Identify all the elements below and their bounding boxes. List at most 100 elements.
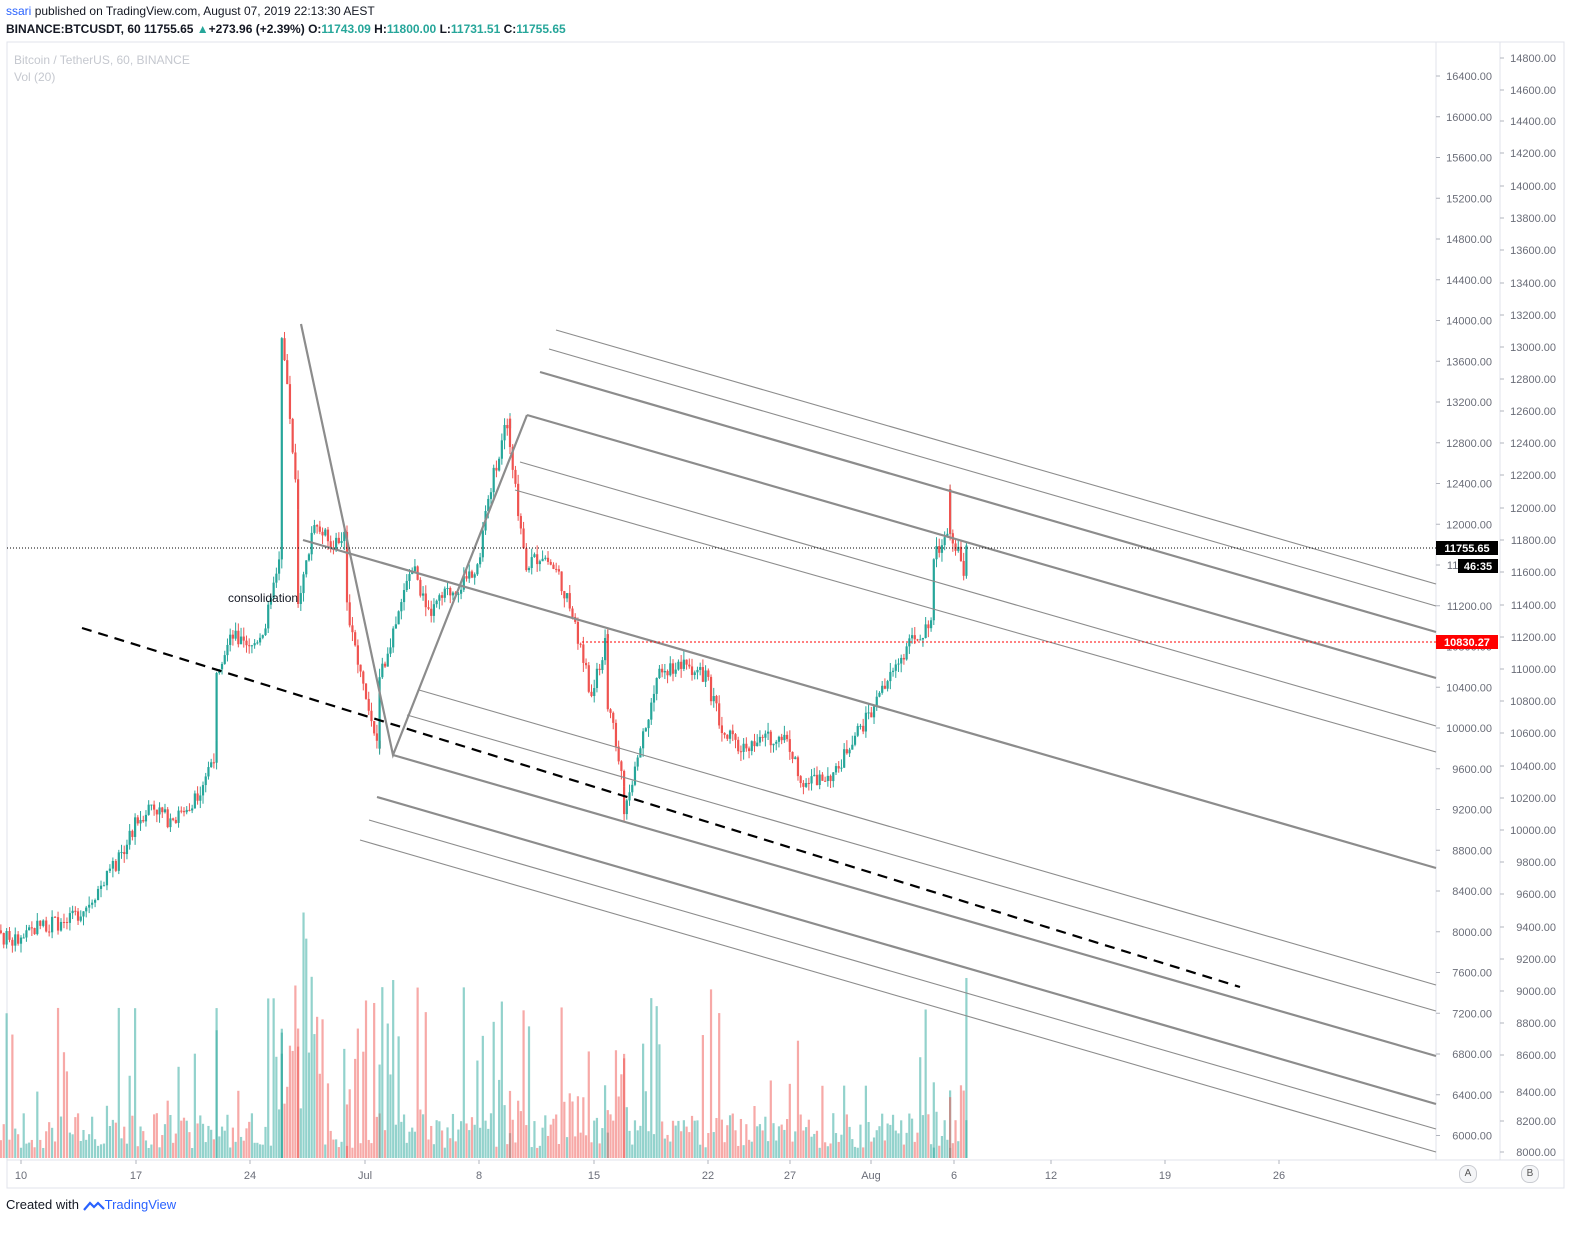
price-tick-label-outer: 10600.00 [1510, 728, 1556, 740]
volume-bar [180, 1120, 183, 1158]
volume-bar [14, 1128, 17, 1158]
candle-body [720, 725, 723, 734]
channel-line-middle[interactable] [302, 538, 1437, 870]
volume-bar [451, 1113, 455, 1158]
channel-line-thin-1[interactable] [555, 329, 1437, 585]
volume-bar [111, 1119, 114, 1158]
volume-bar [579, 1132, 582, 1158]
time-tick-label: 27 [784, 1170, 796, 1182]
pitchfork-handle[interactable] [299, 323, 529, 759]
price-tick-label-outer: 10400.00 [1510, 761, 1556, 773]
volume-bar [853, 1146, 857, 1158]
volume-bar [845, 1114, 848, 1158]
candle-body [595, 668, 599, 689]
candle-body [821, 774, 824, 781]
volume-bar [574, 1136, 577, 1158]
series-legend: Bitcoin / TetherUS, 60, BINANCE [14, 53, 190, 67]
candle-body [568, 593, 571, 609]
price-tick-label-outer: 9400.00 [1516, 922, 1556, 934]
volume-bar [829, 1143, 832, 1158]
volume-bar [881, 1113, 884, 1158]
channel-line-thin-4[interactable] [514, 489, 1437, 753]
volume-bar [508, 1090, 512, 1158]
channel-line-thin-6[interactable] [406, 714, 1437, 1012]
candle-body [253, 643, 256, 646]
candle-body [128, 830, 131, 845]
scale-button-b[interactable]: B [1521, 1165, 1539, 1183]
volume-bar [177, 1066, 180, 1158]
price-axis-outer[interactable]: 14800.00 14600.00 14400.00 14200.00 14000.00… [1500, 53, 1556, 1159]
candle-body [718, 703, 721, 726]
channel-line-thin-5[interactable] [418, 689, 1437, 986]
volume-bar [449, 1138, 452, 1158]
volume-bar [837, 1141, 840, 1158]
candle-body [14, 934, 17, 946]
candle-body [853, 735, 857, 745]
dashed-trend-line[interactable] [81, 626, 1241, 989]
volume-bar [427, 1139, 430, 1158]
volume-bar [144, 1140, 148, 1158]
price-tick-label-outer: 14200.00 [1510, 148, 1556, 160]
candle-body [8, 931, 11, 940]
candle-body [745, 743, 748, 749]
candle-body [576, 621, 580, 644]
volume-bar [701, 1035, 704, 1158]
candle-body [71, 910, 74, 914]
volume-bar [500, 1001, 503, 1158]
candle-body [726, 734, 729, 739]
channel-line-upper-main[interactable] [539, 370, 1437, 634]
time-tick-label: 26 [1273, 1170, 1285, 1182]
volume-bar [603, 1085, 607, 1158]
candle-body [500, 440, 503, 459]
candle-body [522, 528, 525, 549]
candle-body [680, 661, 683, 669]
candle-body [603, 637, 607, 661]
volume-bar [8, 1139, 11, 1158]
author-link[interactable]: ssari [6, 4, 32, 18]
candle-body [302, 574, 305, 594]
candle-body [870, 712, 873, 718]
channel-line-lower-main[interactable] [392, 753, 1437, 1058]
volume-bar [375, 1116, 378, 1158]
tradingview-brand-link[interactable]: TradingView [104, 1197, 177, 1212]
volume-bar [96, 1145, 100, 1158]
candle-body [321, 531, 324, 536]
channel-line-thin-8[interactable] [359, 839, 1437, 1153]
volume-bar [620, 1074, 623, 1158]
price-tick-label: 8800.00 [1452, 845, 1492, 857]
volume-bar [780, 1124, 783, 1158]
scale-button-a[interactable]: A [1459, 1165, 1477, 1183]
volume-bar [248, 1121, 251, 1158]
candle-body [383, 663, 387, 667]
candle-body [517, 483, 520, 517]
candle-body [734, 734, 737, 740]
candle-body [30, 927, 33, 929]
volume-bar [609, 1114, 612, 1158]
candle-body [739, 751, 743, 753]
channel-line-thin-2[interactable] [548, 348, 1437, 607]
channel-line-upper-median[interactable] [526, 413, 1437, 680]
volume-bar [310, 976, 313, 1158]
candle-body [386, 653, 389, 667]
volume-bar [709, 989, 713, 1158]
price-axis-inner[interactable]: 16400.00 16000.00 15600.00 15200.00 14800.00… [1436, 71, 1492, 1143]
volume-bar [174, 1133, 177, 1158]
time-tick-label: 15 [588, 1170, 600, 1182]
volume-bar [935, 1111, 938, 1158]
volume-bar [862, 1147, 865, 1158]
volume-bar [297, 1028, 300, 1158]
channel-line-thin-3[interactable] [519, 461, 1437, 727]
time-tick-label: Jul [358, 1170, 372, 1182]
volume-bar [153, 1114, 156, 1158]
candle-body [155, 809, 158, 815]
channel-line-thin-7[interactable] [368, 819, 1437, 1130]
time-axis[interactable]: 10 17 24 Jul 8 15 22 27 Aug 6 12 19 26 [15, 1160, 1285, 1182]
volume-bar [280, 1053, 283, 1158]
channel-line-bottom-main[interactable] [376, 795, 1437, 1106]
candle-body [207, 767, 210, 777]
candle-body [786, 734, 789, 740]
candle-body [552, 564, 555, 569]
candle-body [881, 685, 884, 693]
volume-bar [560, 1007, 563, 1158]
